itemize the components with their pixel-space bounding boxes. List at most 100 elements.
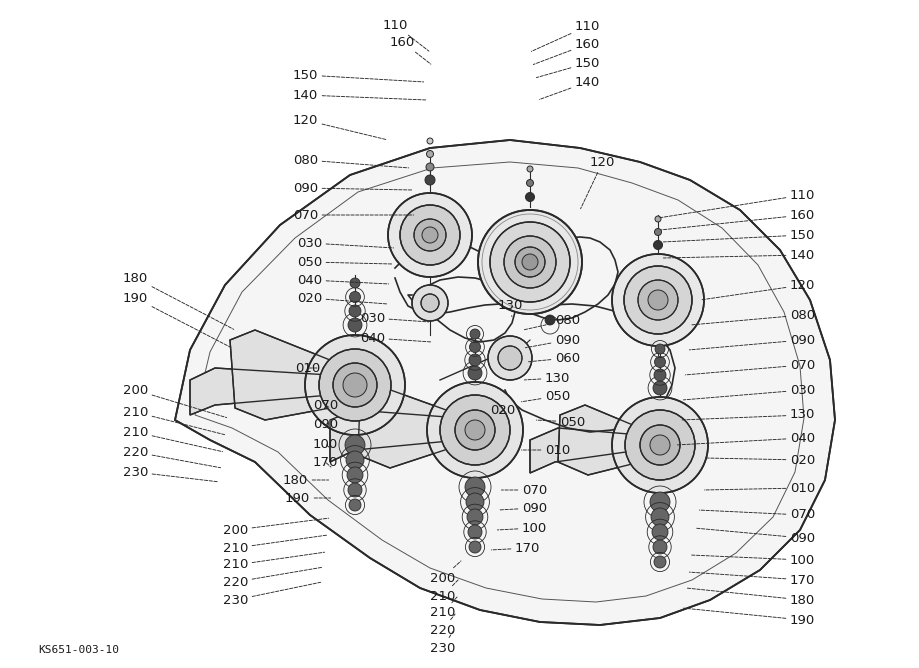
Circle shape <box>488 336 532 380</box>
Text: 120: 120 <box>292 114 387 140</box>
Text: 210: 210 <box>122 426 222 452</box>
Circle shape <box>468 366 482 380</box>
Circle shape <box>624 266 692 334</box>
Text: 050: 050 <box>297 255 391 269</box>
Circle shape <box>350 278 360 288</box>
Text: 040: 040 <box>297 273 389 287</box>
Text: 130: 130 <box>681 409 815 422</box>
Circle shape <box>425 175 435 185</box>
Circle shape <box>469 354 481 366</box>
Text: 190: 190 <box>123 291 231 347</box>
Polygon shape <box>558 405 660 475</box>
Text: 140: 140 <box>293 88 425 102</box>
Circle shape <box>515 247 545 277</box>
Text: 230: 230 <box>222 582 321 607</box>
Text: 210: 210 <box>222 535 326 554</box>
Circle shape <box>333 363 377 407</box>
Text: 180: 180 <box>687 588 815 607</box>
Circle shape <box>478 210 582 314</box>
Circle shape <box>349 291 360 303</box>
Text: 180: 180 <box>123 271 233 329</box>
Circle shape <box>414 219 446 251</box>
Circle shape <box>526 192 535 202</box>
Text: 060: 060 <box>528 351 580 365</box>
Circle shape <box>427 382 523 478</box>
Circle shape <box>465 477 485 497</box>
Text: 080: 080 <box>691 309 815 325</box>
Text: 040: 040 <box>360 331 431 345</box>
Text: 100: 100 <box>312 438 338 450</box>
Circle shape <box>388 193 472 277</box>
Text: 160: 160 <box>662 208 815 230</box>
Text: 080: 080 <box>525 313 580 330</box>
Text: 160: 160 <box>390 35 431 64</box>
Text: KS651-003-10: KS651-003-10 <box>38 645 119 655</box>
Circle shape <box>400 205 460 265</box>
Polygon shape <box>330 410 475 462</box>
Circle shape <box>612 397 708 493</box>
Circle shape <box>653 240 663 250</box>
Circle shape <box>412 285 448 321</box>
Text: 200: 200 <box>430 561 461 584</box>
Circle shape <box>305 335 405 435</box>
Circle shape <box>427 138 433 144</box>
Text: 080: 080 <box>293 154 409 168</box>
Text: 200: 200 <box>222 518 329 536</box>
Circle shape <box>654 369 666 381</box>
Circle shape <box>527 180 534 186</box>
Text: 090: 090 <box>293 182 412 194</box>
Circle shape <box>654 228 662 236</box>
Text: 220: 220 <box>122 446 221 468</box>
Text: 230: 230 <box>122 466 219 482</box>
Circle shape <box>650 435 670 455</box>
Circle shape <box>466 493 484 511</box>
Text: 030: 030 <box>297 236 393 250</box>
Text: 150: 150 <box>537 57 600 77</box>
Text: 130: 130 <box>525 371 571 385</box>
Text: 050: 050 <box>521 389 571 403</box>
Text: 090: 090 <box>526 333 580 348</box>
Circle shape <box>654 357 665 367</box>
Circle shape <box>655 216 661 222</box>
Text: 170: 170 <box>492 542 540 554</box>
Circle shape <box>655 344 665 354</box>
Text: 020: 020 <box>297 291 387 305</box>
Circle shape <box>612 254 704 346</box>
Text: 100: 100 <box>691 554 815 566</box>
Circle shape <box>349 499 361 511</box>
Circle shape <box>490 222 570 302</box>
Circle shape <box>345 435 365 455</box>
Text: 070: 070 <box>312 399 338 411</box>
Circle shape <box>468 525 482 539</box>
Circle shape <box>465 420 485 440</box>
Text: 120: 120 <box>581 156 616 208</box>
Text: 120: 120 <box>701 279 815 300</box>
Circle shape <box>498 346 522 370</box>
Text: 030: 030 <box>684 383 815 400</box>
Text: 220: 220 <box>222 567 323 589</box>
Text: 210: 210 <box>222 552 324 572</box>
Text: 220: 220 <box>429 614 455 637</box>
Text: 210: 210 <box>122 405 224 435</box>
Circle shape <box>343 373 367 397</box>
Text: 070: 070 <box>293 208 414 222</box>
Text: 050: 050 <box>537 415 585 428</box>
Circle shape <box>319 349 391 421</box>
Circle shape <box>545 315 555 325</box>
Circle shape <box>422 227 438 243</box>
Text: 140: 140 <box>664 248 815 261</box>
Text: 010: 010 <box>521 444 571 456</box>
Circle shape <box>648 290 668 310</box>
Text: 090: 090 <box>499 502 547 514</box>
Text: 130: 130 <box>498 299 524 317</box>
Polygon shape <box>175 140 835 625</box>
Text: 110: 110 <box>659 188 815 218</box>
Circle shape <box>470 341 481 353</box>
Text: 170: 170 <box>312 456 338 468</box>
Circle shape <box>625 410 695 480</box>
Circle shape <box>640 425 680 465</box>
Polygon shape <box>230 330 355 420</box>
Text: 020: 020 <box>707 454 815 466</box>
Polygon shape <box>358 388 475 468</box>
Text: 090: 090 <box>312 418 338 432</box>
